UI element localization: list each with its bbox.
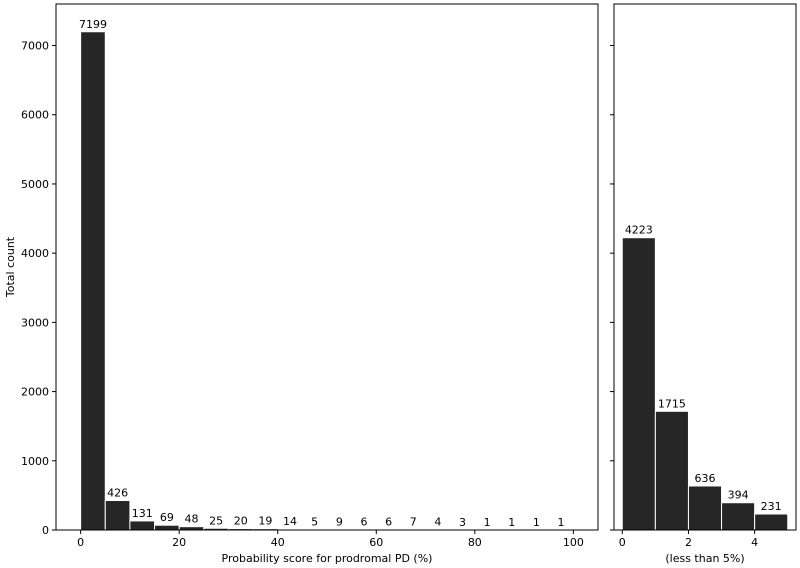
histogram-bar: [654, 410, 689, 531]
bar-value-label: 1: [484, 516, 491, 529]
bar-value-label: 1: [558, 516, 565, 529]
bar-value-label: 4223: [625, 224, 653, 237]
bar-value-label: 14: [283, 515, 297, 528]
bar-value-label: 9: [336, 515, 343, 528]
x-tick-label: 40: [271, 536, 285, 549]
histogram-bar: [129, 520, 156, 531]
x-tick-label: 80: [468, 536, 482, 549]
x-axis-label: (less than 5%): [665, 552, 744, 565]
bar-value-label: 69: [160, 511, 174, 524]
y-tick-label: 3000: [21, 316, 49, 329]
histogram-bar: [154, 524, 180, 531]
histogram-bar: [104, 500, 131, 531]
y-tick-label: 6000: [21, 109, 49, 122]
bar-value-label: 25: [209, 514, 223, 527]
histogram-bar: [754, 513, 789, 531]
x-tick-label: 20: [172, 536, 186, 549]
x-tick-label: 0: [619, 536, 626, 549]
bar-value-label: 6: [385, 516, 392, 529]
bar-value-label: 131: [132, 507, 153, 520]
histogram-bar: [721, 502, 756, 531]
bar-value-label: 19: [258, 515, 272, 528]
x-tick-label: 0: [77, 536, 84, 549]
y-tick-label: 1000: [21, 455, 49, 468]
x-tick-label: 4: [751, 536, 758, 549]
x-tick-label: 2: [685, 536, 692, 549]
x-tick-label: 60: [369, 536, 383, 549]
histogram-bar: [687, 485, 723, 531]
y-tick-label: 4000: [21, 247, 49, 260]
bar-value-label: 231: [761, 500, 782, 513]
y-tick-label: 5000: [21, 178, 49, 191]
bar-value-label: 1: [508, 516, 515, 529]
bar-value-label: 7: [410, 516, 417, 529]
bar-value-label: 7199: [79, 18, 107, 31]
y-axis-label: Total count: [4, 236, 17, 298]
y-tick-label: 7000: [21, 40, 49, 53]
x-axis-label: Probability score for prodromal PD (%): [222, 552, 433, 565]
plot-frame: [613, 3, 797, 531]
bar-value-label: 4: [434, 516, 441, 529]
bar-value-label: 394: [728, 489, 749, 502]
y-tick-label: 2000: [21, 386, 49, 399]
y-tick-label: 0: [42, 524, 49, 537]
bar-value-label: 20: [234, 515, 248, 528]
bar-value-label: 5: [311, 516, 318, 529]
bar-value-label: 3: [459, 516, 466, 529]
plot-frame: [55, 3, 599, 531]
bar-value-label: 636: [695, 472, 716, 485]
bar-value-label: 1715: [658, 397, 686, 410]
histogram-bar: [621, 237, 656, 531]
bar-value-label: 48: [185, 513, 199, 526]
x-tick-label: 100: [563, 536, 584, 549]
histogram-bar: [80, 31, 106, 531]
bar-value-label: 426: [107, 487, 128, 500]
bar-value-label: 1: [533, 516, 540, 529]
bar-value-label: 6: [360, 516, 367, 529]
